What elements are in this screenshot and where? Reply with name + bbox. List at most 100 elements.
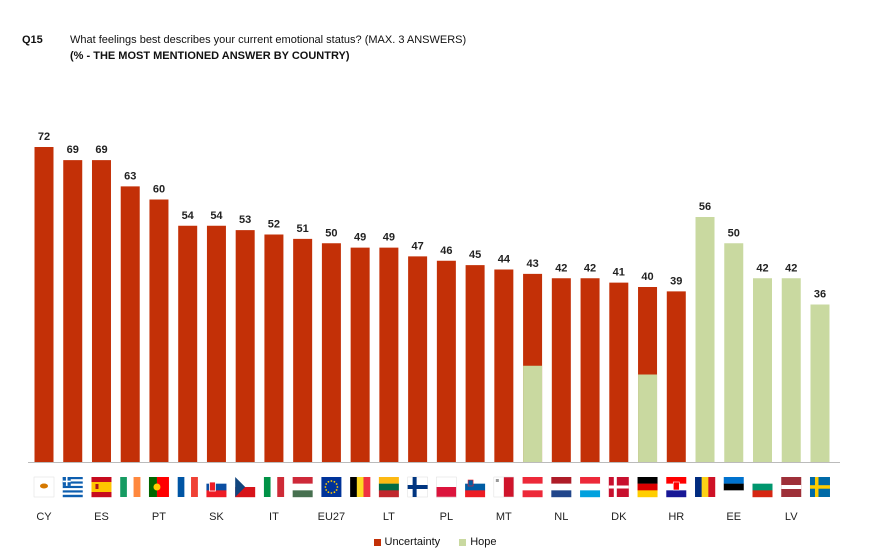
bar-value-label: 45 xyxy=(469,249,481,261)
lithuania-flag-icon xyxy=(378,477,399,498)
flag-stripe xyxy=(695,477,702,497)
flag-stripe xyxy=(551,490,572,498)
bar-group-be: 49 xyxy=(350,232,371,497)
bar-group-hr: 39 HR xyxy=(666,275,687,523)
flag-stripe xyxy=(522,477,543,484)
flag-stripe xyxy=(62,477,83,480)
flag-stripe xyxy=(91,482,112,488)
bar-group-hu: 51 xyxy=(292,223,313,498)
flag-stripe xyxy=(436,477,457,488)
bar-value-label: 60 xyxy=(153,184,165,196)
flag-stripe xyxy=(206,477,227,484)
bar-value-label: 69 xyxy=(67,144,79,156)
flag-stripe xyxy=(62,483,83,487)
bar-value-label: 40 xyxy=(641,271,653,283)
bar-value-label: 44 xyxy=(498,254,511,266)
flag-star xyxy=(327,480,330,483)
flag-stripe xyxy=(62,492,83,495)
flag-stripe xyxy=(206,490,227,498)
flag-stripe xyxy=(465,490,486,498)
cyprus-flag-icon xyxy=(33,476,55,498)
x-tick-label: ES xyxy=(94,511,109,523)
bar-uncertainty xyxy=(293,238,313,462)
flag-stripe xyxy=(580,477,601,484)
flag-stripe xyxy=(62,490,83,493)
bar-value-label: 42 xyxy=(555,262,567,274)
italy-flag-icon xyxy=(263,477,285,497)
flag-stripe xyxy=(148,477,157,497)
bar-group-se: 36 xyxy=(809,289,830,497)
x-tick-label: EE xyxy=(726,511,741,523)
flag-border xyxy=(436,476,457,498)
bar-uncertainty xyxy=(149,199,169,462)
question-code: Q15 xyxy=(22,34,43,46)
flag-stripe xyxy=(580,490,601,498)
bar-value-label: 51 xyxy=(297,223,309,235)
flag-star xyxy=(335,483,338,485)
bar-uncertainty xyxy=(494,269,514,462)
bar-group-at: 43 xyxy=(522,258,543,498)
bar-group-lt: 49 LT xyxy=(378,232,399,523)
flag-stripe xyxy=(263,477,271,497)
flag-island xyxy=(40,483,48,489)
x-tick-label: HR xyxy=(668,511,684,523)
flag-cross xyxy=(407,485,428,489)
flag-stripe xyxy=(666,490,687,498)
bar-value-label: 69 xyxy=(95,144,107,156)
x-tick-label: IT xyxy=(269,511,279,523)
flag-stripe xyxy=(708,477,716,497)
bar-uncertainty xyxy=(235,230,255,462)
flag-stripe xyxy=(62,481,83,484)
latvia-flag-icon xyxy=(781,477,802,497)
bar-uncertainty xyxy=(63,160,83,462)
flag-stripe xyxy=(701,477,709,497)
flag-star xyxy=(324,486,327,488)
ireland-flag-icon xyxy=(120,477,141,497)
bar-uncertainty xyxy=(609,282,629,462)
flag-stripe xyxy=(752,490,773,498)
flag-stripe xyxy=(637,483,658,491)
bar-value-label: 47 xyxy=(411,240,423,252)
bar-group-bg: 42 xyxy=(752,262,773,498)
bar-group-si: 45 xyxy=(465,249,486,498)
legend-swatch-uncertainty xyxy=(373,538,381,546)
flag-emblem xyxy=(672,481,680,491)
flag-star xyxy=(325,489,328,491)
bar-value-label: 39 xyxy=(670,275,682,287)
bar-group-nl: 42 NL xyxy=(551,262,572,523)
romania-flag-icon xyxy=(695,477,716,497)
legend-item-hope: Hope xyxy=(459,536,497,548)
legend-label-hope: Hope xyxy=(470,536,497,548)
flag-stripe xyxy=(235,487,256,498)
sweden-flag-icon xyxy=(809,477,830,497)
bar-group-ro: 56 xyxy=(695,201,716,497)
bar-group-lv: 42 LV xyxy=(781,262,802,523)
flag-triangle xyxy=(235,477,246,497)
flag-stripe xyxy=(551,477,572,484)
france-flag-icon xyxy=(177,477,198,497)
estonia-flag-icon xyxy=(723,477,744,498)
czechia-flag-icon xyxy=(235,477,256,498)
chart-subtitle: (% - THE MOST MENTIONED ANSWER BY COUNTR… xyxy=(70,50,350,62)
x-tick-label: MT xyxy=(496,511,512,523)
bar-group-cy2: 42 xyxy=(580,262,601,498)
bar-uncertainty xyxy=(350,247,370,462)
bar-value-label: 50 xyxy=(728,227,740,239)
x-tick-label: CY xyxy=(36,511,52,523)
flag-star xyxy=(333,480,336,483)
flag-stripe xyxy=(120,477,128,497)
flag-stripe xyxy=(666,477,687,484)
bar-group-fr: 54 xyxy=(177,210,198,497)
bar-group-ee: 50 EE xyxy=(723,227,744,523)
bar-uncertainty xyxy=(264,234,284,462)
slovenia-flag-icon xyxy=(465,477,486,498)
flag-stripe xyxy=(522,483,543,491)
croatia-flag-icon xyxy=(666,477,687,498)
flag-stripe xyxy=(206,483,227,491)
flag-stripe xyxy=(62,479,83,482)
bar-value-label: 49 xyxy=(354,232,366,244)
flag-stripe xyxy=(91,487,112,493)
bar-uncertainty xyxy=(91,160,111,462)
x-tick-label: NL xyxy=(554,511,568,523)
